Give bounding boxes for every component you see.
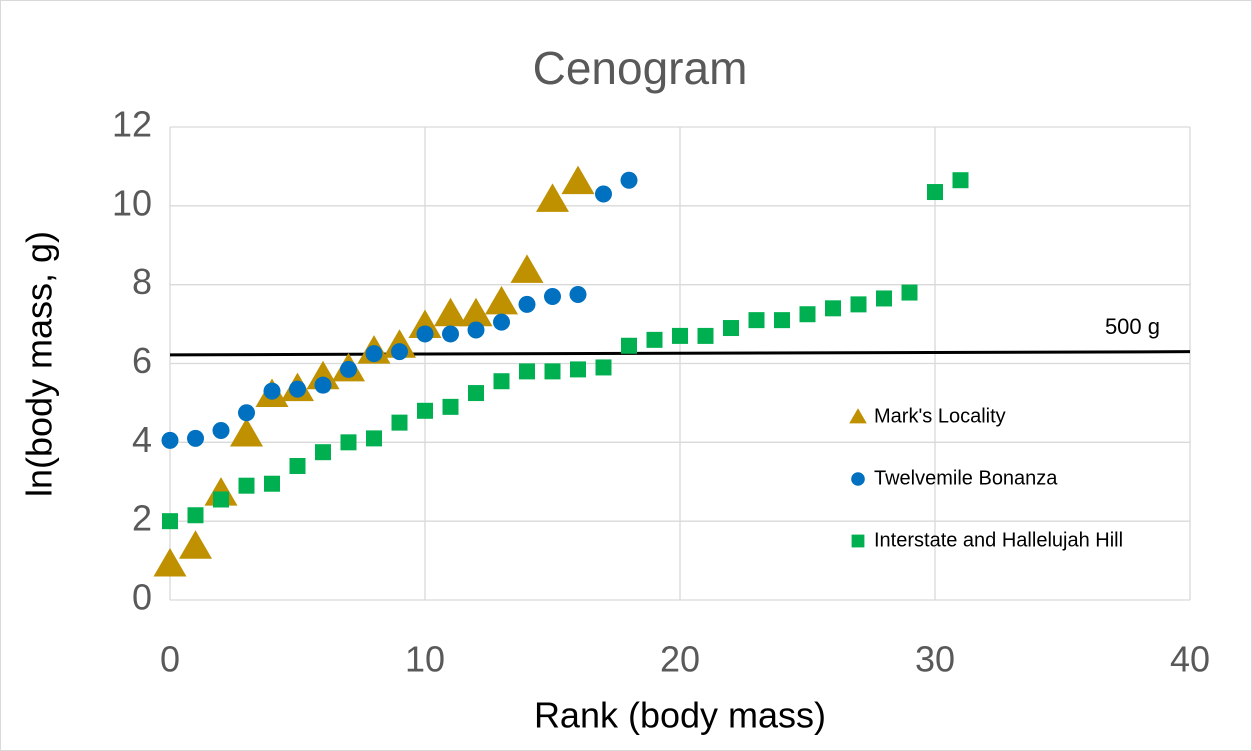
legend-marker: [851, 534, 865, 548]
y-axis-title: ln(body mass, g): [19, 231, 60, 497]
marker: [510, 254, 544, 283]
marker: [493, 373, 510, 390]
marker: [569, 286, 587, 304]
marker: [187, 507, 204, 524]
marker: [391, 343, 408, 361]
marker: [366, 430, 382, 447]
marker: [179, 530, 212, 559]
y-tick-label: 0: [132, 577, 152, 618]
marker: [187, 429, 204, 447]
marker: [646, 331, 663, 348]
marker: [561, 165, 595, 195]
marker: [467, 321, 485, 339]
marker: [723, 320, 739, 337]
marker: [263, 382, 281, 400]
x-tick-label: 30: [915, 639, 955, 680]
marker: [213, 491, 229, 508]
marker: [264, 475, 280, 492]
marker: [408, 309, 442, 339]
chart-title: Cenogram: [533, 42, 748, 94]
y-tick-label: 8: [132, 261, 152, 302]
legend-label: Mark's Locality: [874, 405, 1006, 427]
marker: [595, 185, 612, 203]
marker: [485, 285, 518, 315]
legend-marker: [851, 472, 865, 486]
marker: [161, 431, 179, 449]
marker: [544, 287, 561, 305]
y-tick-label: 12: [112, 104, 152, 145]
marker: [230, 417, 263, 447]
marker: [153, 548, 187, 577]
marker: [238, 404, 255, 422]
marker: [306, 360, 340, 390]
y-tick-label: 10: [112, 182, 152, 223]
marker: [927, 184, 943, 201]
marker: [799, 306, 816, 323]
marker: [536, 183, 569, 212]
marker: [519, 363, 535, 380]
legend-marker: [849, 408, 867, 424]
marker: [162, 513, 178, 530]
reference-label: 500 g: [1105, 314, 1160, 339]
marker: [238, 477, 255, 494]
x-tick-label: 0: [160, 639, 180, 680]
marker: [748, 312, 765, 329]
marker: [518, 295, 536, 313]
x-tick-label: 10: [405, 639, 445, 680]
marker: [595, 359, 612, 376]
marker: [442, 398, 459, 415]
marker: [620, 171, 638, 189]
marker: [621, 337, 637, 354]
marker: [459, 297, 493, 327]
marker: [825, 300, 841, 317]
marker: [570, 361, 586, 378]
marker: [212, 422, 230, 440]
marker: [289, 380, 306, 398]
x-tick-label: 20: [660, 639, 700, 680]
marker: [774, 312, 790, 329]
marker: [417, 402, 433, 419]
marker: [876, 290, 892, 307]
marker: [697, 327, 714, 344]
marker: [315, 444, 331, 461]
marker: [468, 385, 484, 402]
marker: [314, 376, 332, 394]
marker: [204, 477, 238, 506]
marker: [340, 360, 357, 378]
marker: [952, 172, 969, 189]
marker: [901, 284, 918, 301]
marker: [434, 297, 467, 327]
marker: [544, 363, 561, 380]
reference-line: [169, 350, 1191, 357]
y-tick-label: 6: [132, 340, 152, 381]
x-tick-label: 40: [1170, 639, 1210, 680]
marker: [672, 327, 688, 344]
legend-label: Twelvemile Bonanza: [874, 467, 1058, 489]
marker: [391, 414, 408, 431]
y-tick-label: 2: [132, 498, 152, 539]
marker: [493, 313, 510, 331]
marker: [289, 457, 306, 474]
x-axis-title: Rank (body mass): [534, 695, 826, 736]
marker: [416, 325, 434, 343]
marker: [850, 296, 867, 313]
legend-label: Interstate and Hallelujah Hill: [874, 529, 1123, 551]
marker: [442, 325, 459, 343]
marker: [340, 434, 357, 451]
y-tick-label: 4: [132, 419, 152, 460]
marker: [365, 345, 383, 363]
